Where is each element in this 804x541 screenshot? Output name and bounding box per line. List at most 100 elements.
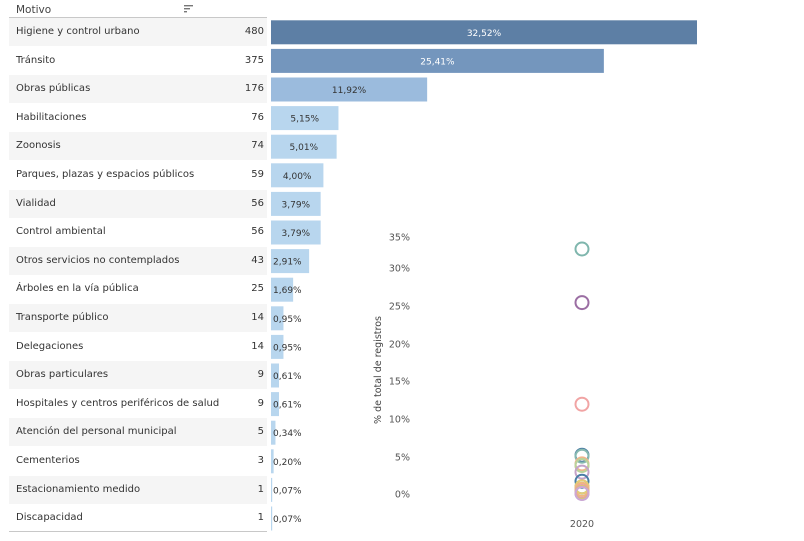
category-label: Discapacidad — [16, 512, 83, 524]
y-tick-label: 5% — [395, 453, 410, 464]
scatter-point[interactable] — [574, 464, 590, 480]
category-label: Transporte público — [16, 312, 109, 323]
count-value: 43 — [251, 254, 264, 266]
bar[interactable] — [271, 363, 279, 388]
bar-value-label: 11,92% — [332, 86, 367, 96]
table-row[interactable]: Zoonosis 74 — [9, 132, 267, 161]
scatter-point[interactable] — [574, 448, 590, 464]
count-value: 9 — [257, 397, 264, 409]
table-header-motivo: Motivo — [16, 4, 52, 16]
count-value: 14 — [251, 312, 264, 323]
count-value: 5 — [257, 426, 264, 438]
sort-icon[interactable] — [184, 4, 193, 13]
table-row[interactable]: Atención del personal municipal 5 — [9, 418, 267, 447]
scatter-point[interactable] — [574, 485, 590, 501]
table-row[interactable]: Transporte público 14 — [9, 304, 267, 332]
category-label: Atención del personal municipal — [16, 426, 177, 438]
bar-value-label: 4,00% — [283, 172, 312, 182]
bar-value-label: 0,20% — [273, 458, 302, 468]
header-divider — [9, 17, 267, 18]
count-value: 3 — [257, 455, 264, 466]
y-axis-title: % de total de registros — [373, 316, 384, 424]
count-value: 56 — [251, 197, 264, 209]
bar[interactable] — [271, 191, 321, 216]
table-row[interactable]: Cementerios 3 — [9, 447, 267, 475]
table-row[interactable]: Discapacidad 1 — [9, 504, 267, 532]
bar-value-label: 2,91% — [273, 258, 302, 268]
table-row[interactable]: Estacionamiento medido 1 — [9, 475, 267, 504]
bar[interactable] — [271, 334, 284, 359]
category-label: Control ambiental — [16, 226, 106, 238]
table-row[interactable]: Árboles en la vía pública 25 — [9, 275, 267, 303]
count-value: 56 — [251, 226, 264, 238]
bar[interactable] — [271, 249, 310, 274]
bar[interactable] — [271, 106, 339, 131]
bar[interactable] — [271, 134, 337, 159]
bar-value-label: 0,61% — [273, 372, 302, 382]
y-tick-label: 15% — [389, 377, 410, 388]
table-row[interactable]: Hospitales y centros periféricos de salu… — [9, 390, 267, 418]
category-label: Cementerios — [16, 455, 80, 466]
category-label: Zoonosis — [16, 140, 61, 152]
table-row[interactable]: Delegaciones 14 — [9, 333, 267, 361]
bar-value-label: 5,01% — [290, 143, 319, 153]
table-row[interactable]: Obras públicas 176 — [9, 75, 267, 104]
bar-value-label: 3,79% — [282, 229, 311, 239]
scatter-point[interactable] — [574, 295, 590, 311]
count-value: 74 — [251, 140, 264, 152]
table-bottom-divider — [9, 531, 267, 532]
bar[interactable] — [271, 48, 604, 73]
bar[interactable] — [271, 163, 324, 188]
table-row[interactable]: Otros servicios no contemplados 43 — [9, 246, 267, 275]
count-value: 375 — [244, 54, 264, 66]
category-label: Vialidad — [16, 197, 56, 209]
scatter-point[interactable] — [574, 396, 590, 412]
y-tick-label: 0% — [395, 490, 410, 501]
table-row[interactable]: Tránsito 375 — [9, 47, 267, 75]
category-label: Otros servicios no contemplados — [16, 254, 180, 266]
category-label: Parques, plazas y espacios públicos — [16, 169, 195, 180]
table-row[interactable]: Vialidad 56 — [9, 189, 267, 218]
count-value: 1 — [257, 512, 264, 524]
category-label: Higiene y control urbano — [16, 26, 140, 37]
bar[interactable] — [271, 420, 276, 445]
bar[interactable] — [271, 306, 284, 331]
bar[interactable] — [271, 20, 697, 45]
count-value: 14 — [251, 340, 264, 352]
table-row[interactable]: Higiene y control urbano 480 — [9, 18, 267, 46]
bar[interactable] — [271, 220, 321, 245]
bar[interactable] — [271, 449, 274, 474]
y-tick-label: 20% — [389, 340, 410, 351]
category-label: Estacionamiento medido — [16, 483, 141, 495]
bar[interactable] — [271, 77, 428, 102]
bar-value-label: 0,07% — [273, 515, 302, 525]
y-tick-label: 35% — [389, 233, 410, 244]
bar-value-label: 3,79% — [282, 200, 311, 210]
bar[interactable] — [271, 477, 273, 502]
category-label: Obras particulares — [16, 369, 109, 381]
scatter-point[interactable] — [574, 241, 590, 257]
bar[interactable] — [271, 506, 273, 531]
count-value: 76 — [251, 111, 264, 123]
table-row[interactable]: Obras particulares 9 — [9, 361, 267, 390]
bar-value-label: 0,61% — [273, 401, 302, 411]
table-row[interactable]: Control ambiental 56 — [9, 218, 267, 246]
count-value: 176 — [244, 83, 264, 95]
category-label: Obras públicas — [16, 83, 91, 95]
bar-value-label: 32,52% — [467, 29, 502, 39]
category-label: Delegaciones — [16, 340, 84, 352]
category-label: Habilitaciones — [16, 111, 87, 123]
bar[interactable] — [271, 277, 294, 302]
scatter-point[interactable] — [574, 457, 590, 473]
count-value: 9 — [257, 369, 264, 381]
bar-value-label: 0,07% — [273, 486, 302, 496]
category-label: Tránsito — [16, 54, 56, 66]
table-row[interactable]: Habilitaciones 76 — [9, 104, 267, 132]
bar-value-label: 0,95% — [273, 315, 302, 325]
bar[interactable] — [271, 392, 279, 417]
category-label: Hospitales y centros periféricos de salu… — [16, 397, 220, 409]
category-label: Árboles en la vía pública — [16, 283, 139, 295]
table-row[interactable]: Parques, plazas y espacios públicos 59 — [9, 161, 267, 189]
bar-value-label: 0,95% — [273, 343, 302, 353]
